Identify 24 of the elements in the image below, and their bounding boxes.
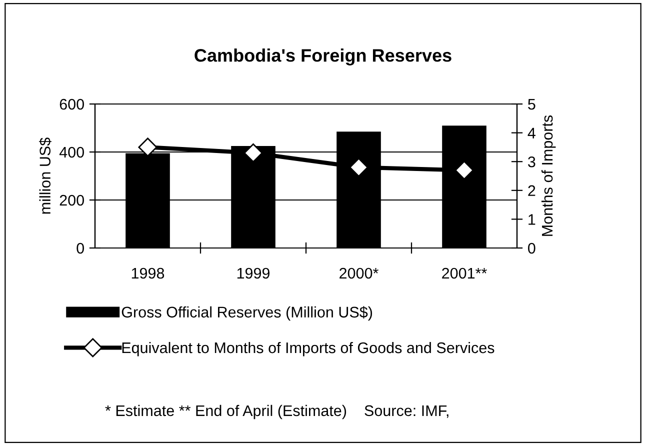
x-tick-label: 1999: [237, 268, 270, 279]
legend-label: Equivalent to Months of Imports of Goods and Services: [122, 342, 494, 356]
y2-tick-label: 4: [528, 128, 536, 138]
legend-label: Gross Official Reserves (Million US$): [122, 306, 372, 321]
y2-axis-title: Months of Imports: [541, 115, 556, 236]
y-tick-label: 400: [59, 146, 84, 158]
x-tick-label: 2001**: [442, 268, 487, 279]
y2-tick-label: 5: [528, 99, 536, 110]
y-tick-label: 600: [60, 98, 84, 110]
y-tick-label: 200: [60, 194, 84, 206]
y-axis-title: million US$: [39, 138, 52, 214]
x-tick-label: 1998: [132, 268, 164, 279]
point: [244, 143, 263, 162]
x-tick-label: 2000*: [340, 268, 378, 279]
text: * Estimate ** End of April (Estimate) Source: IMF,: [105, 404, 448, 420]
y-tick-label: 0: [76, 242, 84, 254]
point: [454, 160, 474, 180]
chart-title: Cambodia's Foreign Reserves: [194, 48, 452, 66]
y2-tick-label: 0: [528, 242, 536, 254]
point: [349, 158, 368, 177]
y2-tick-label: 3: [528, 156, 536, 168]
y2-tick-label: 2: [528, 185, 536, 196]
y2-tick-label: 1: [528, 214, 536, 225]
point: [138, 138, 158, 157]
